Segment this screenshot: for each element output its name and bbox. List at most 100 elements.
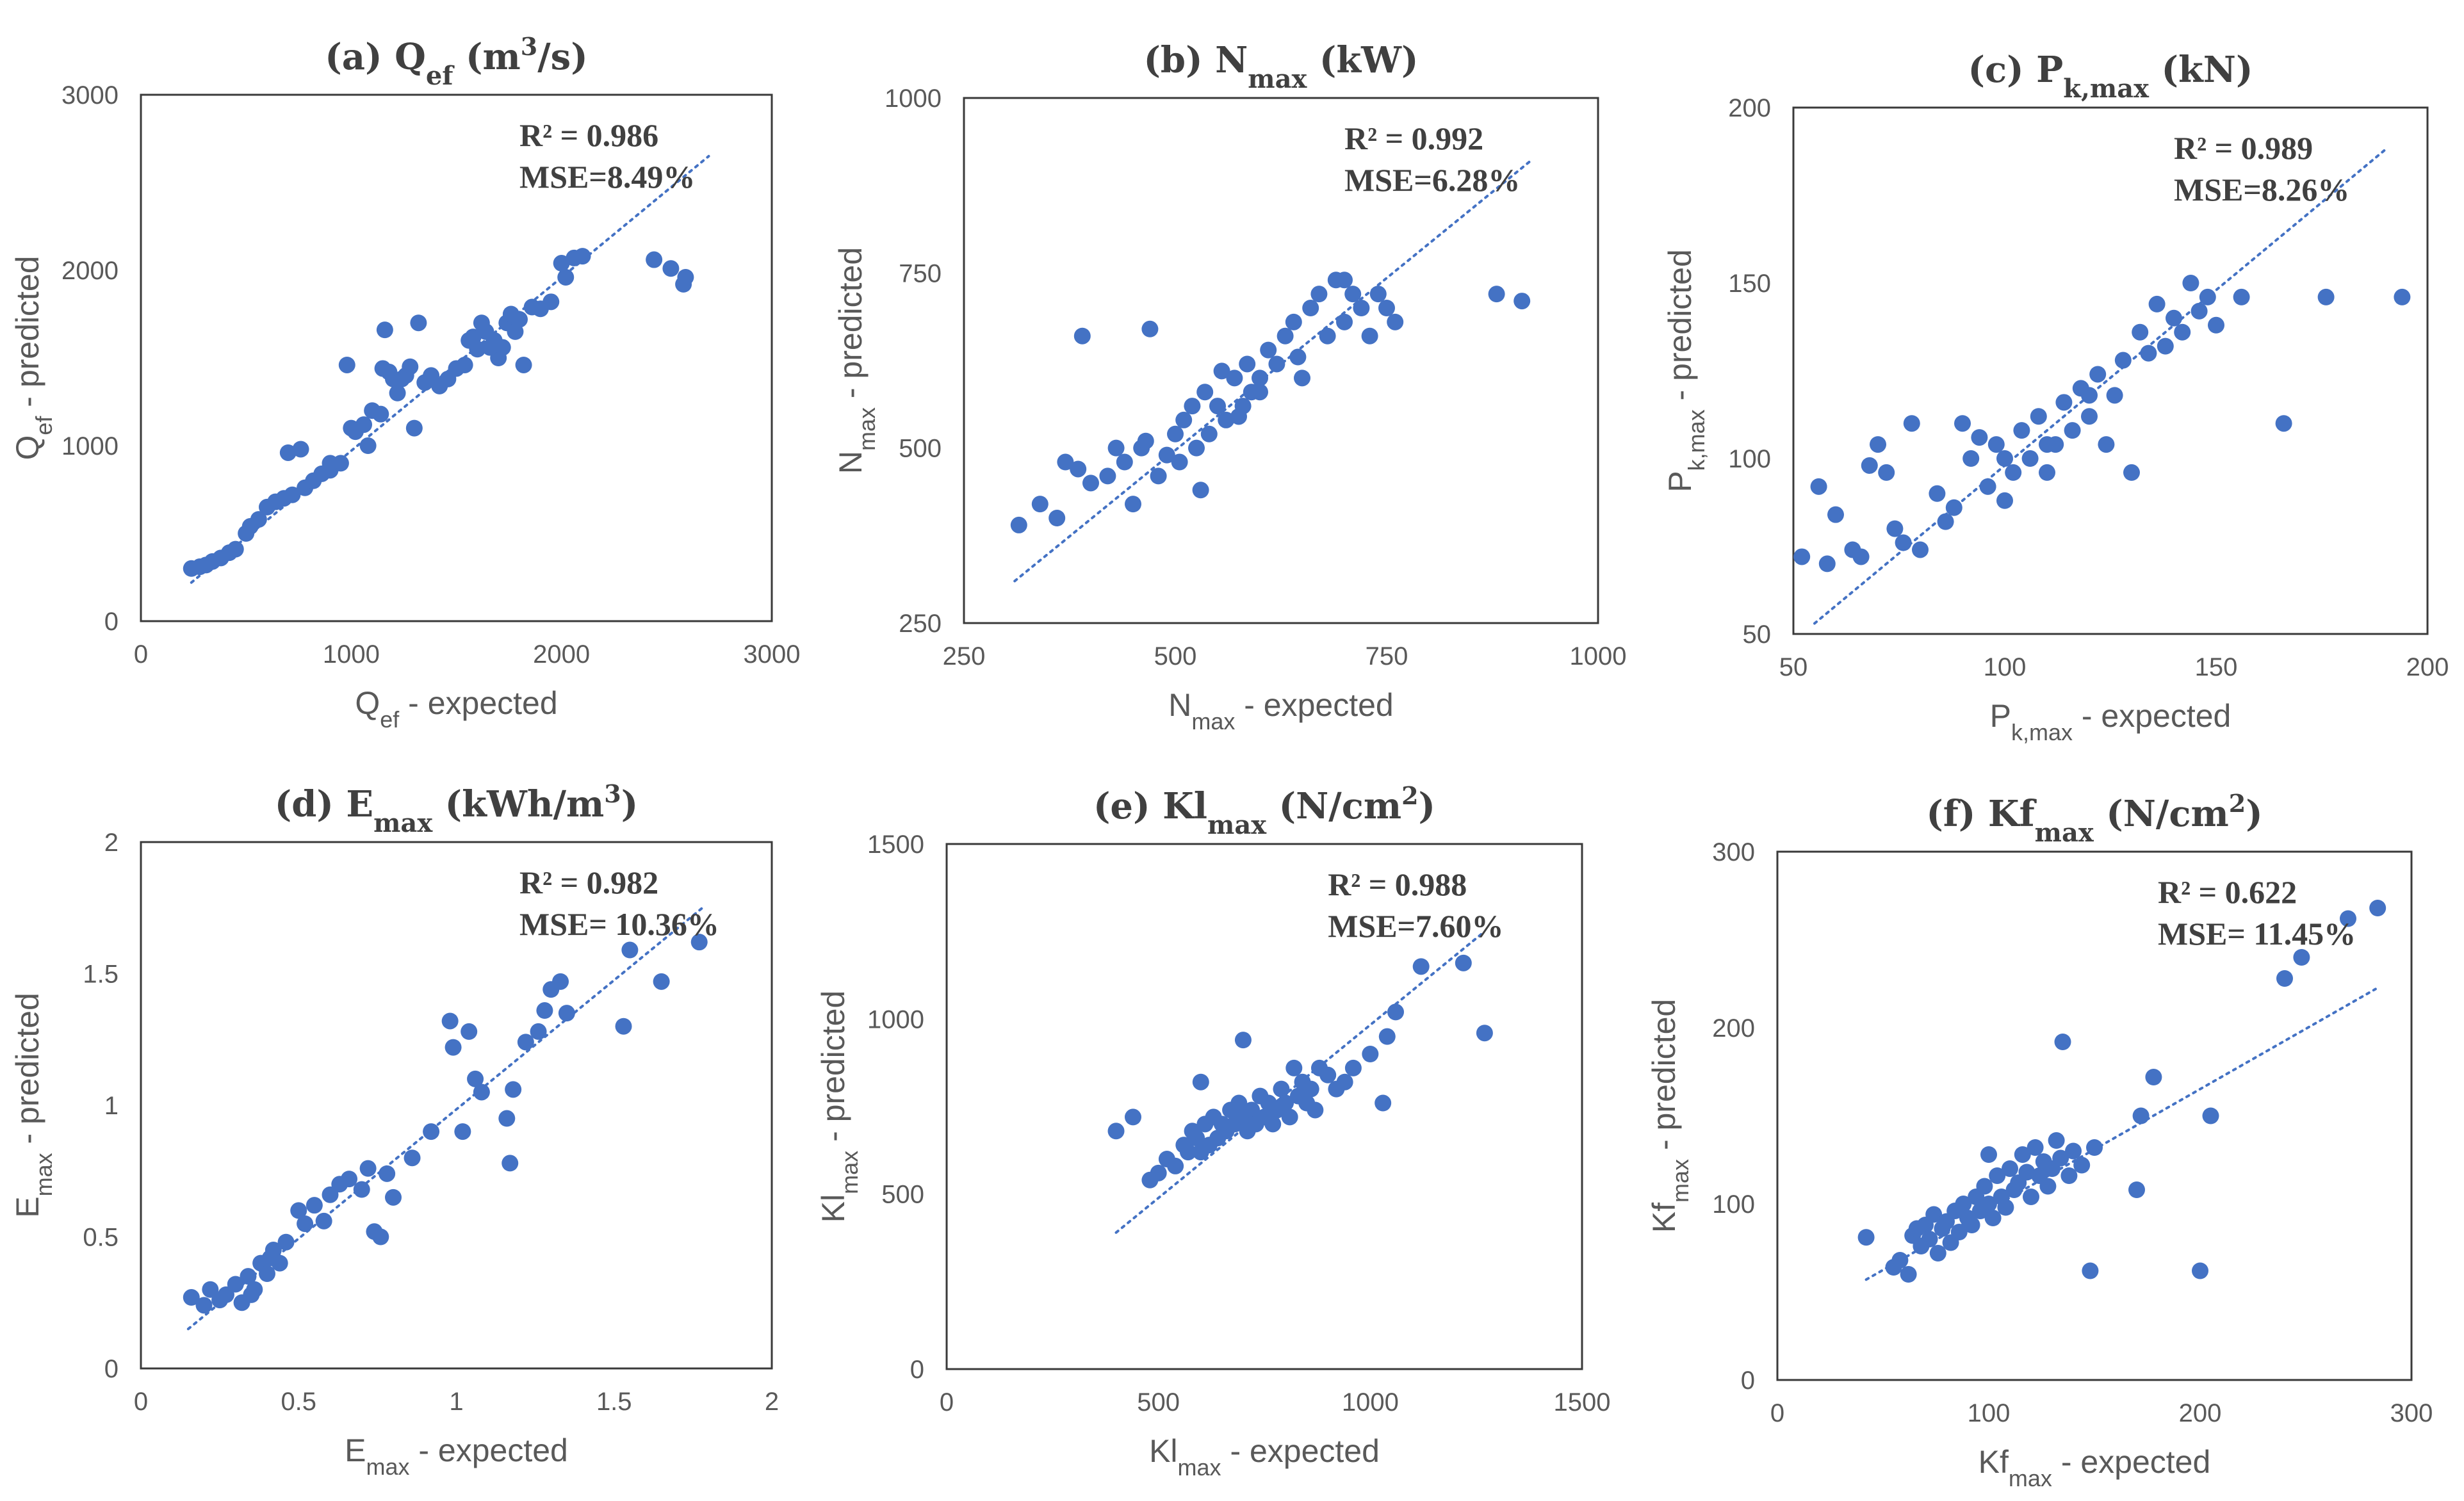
data-point [1353, 300, 1370, 316]
data-point [2027, 1139, 2044, 1156]
data-point [1912, 541, 1929, 558]
y-tick-label: 0.5 [83, 1224, 118, 1252]
y-tick-label: 2 [104, 829, 118, 857]
data-point [1971, 429, 1988, 446]
data-point [1302, 1080, 1319, 1098]
chart-title: (c) Pk,max (kN) [1968, 49, 2253, 104]
data-point [405, 419, 423, 437]
data-point [574, 248, 591, 265]
data-point [2055, 394, 2073, 411]
data-point [1218, 411, 1235, 428]
data-point [517, 1034, 534, 1051]
data-point [1175, 411, 1193, 428]
data-point [1827, 506, 1844, 523]
x-tick-label: 150 [2195, 653, 2238, 681]
data-point [2128, 1181, 2145, 1198]
data-point [2191, 302, 2208, 320]
data-point [1793, 548, 1811, 565]
data-point [1150, 467, 1167, 485]
data-point [1107, 1123, 1125, 1140]
r-squared-label: R² = 0.986 [519, 117, 658, 153]
y-tick-label: 1000 [885, 85, 942, 113]
data-point [1921, 1231, 1938, 1247]
chart-title: (b) Nmax (kW) [1143, 39, 1418, 94]
data-point [1336, 313, 1353, 330]
y-axis-label: Nmax - predicted [833, 247, 880, 474]
x-tick-label: 200 [2406, 653, 2449, 681]
data-point [1252, 384, 1268, 401]
data-point [306, 1197, 323, 1214]
data-point [1818, 555, 1836, 572]
x-tick-label: 500 [1137, 1388, 1180, 1416]
data-point [1031, 496, 1048, 513]
data-point [2208, 316, 2224, 334]
data-point [353, 1181, 370, 1198]
data-point [502, 1155, 519, 1172]
y-tick-label: 1.5 [83, 961, 118, 989]
data-point [1302, 300, 1319, 316]
data-point [615, 1018, 632, 1035]
data-point [2293, 949, 2310, 966]
data-point [1226, 369, 1243, 387]
data-point [1188, 439, 1205, 457]
data-point [2039, 1178, 2057, 1195]
data-point [1234, 1032, 1252, 1049]
data-point [277, 1233, 295, 1251]
data-point [1857, 1229, 1875, 1246]
y-tick-label: 3000 [61, 81, 118, 110]
data-point [341, 1171, 358, 1188]
plot-frame [140, 841, 773, 1370]
x-tick-label: 1.5 [596, 1388, 632, 1416]
data-point [1252, 369, 1268, 387]
data-point [1070, 460, 1087, 478]
data-point [2233, 288, 2250, 305]
data-point [1196, 384, 1214, 401]
mse-label: MSE=8.26% [2174, 172, 2349, 207]
data-point [1188, 1130, 1205, 1147]
data-point [515, 356, 532, 373]
data-point [1903, 415, 1920, 432]
data-point [1997, 1199, 2014, 1216]
data-point [2052, 1149, 2069, 1167]
y-tick-label: 2000 [61, 257, 118, 285]
data-point [482, 339, 499, 356]
data-point [1268, 355, 1285, 373]
data-point [1900, 1266, 1917, 1283]
data-point [662, 260, 680, 277]
data-point [1369, 286, 1387, 303]
data-point [445, 1039, 462, 1056]
data-point [2065, 1142, 2082, 1160]
data-point [227, 540, 244, 558]
data-point [1852, 548, 1870, 565]
data-point [1137, 432, 1154, 450]
data-point [2106, 387, 2123, 404]
data-point [530, 1023, 547, 1040]
y-tick-label: 250 [899, 610, 942, 638]
data-point [2140, 345, 2157, 362]
data-point [2394, 288, 2411, 305]
panel-c: (c) Pk,max (kN) 50 100 150 200 50 100 150 200 Pk,… [1662, 49, 2449, 745]
data-point [1945, 499, 1962, 516]
data-point [2021, 450, 2039, 467]
panel-a: (a) Qef (m3/s) 0 1000 2000 3000 0 1000 2000 3000… [10, 32, 800, 733]
data-point [2089, 366, 2107, 383]
data-point [1179, 1144, 1196, 1161]
y-tick-label: 50 [1743, 621, 1772, 649]
data-point [315, 1212, 332, 1229]
data-point [240, 1268, 257, 1285]
data-point [1171, 453, 1188, 471]
y-axis-label: Qef - predicted [10, 256, 57, 460]
data-point [2002, 1160, 2018, 1177]
data-point [372, 1228, 389, 1245]
data-point [1488, 286, 1505, 303]
x-tick-label: 1000 [323, 640, 380, 669]
data-point [1979, 478, 1996, 495]
y-tick-label: 500 [899, 435, 942, 463]
x-tick-label: 1 [449, 1388, 463, 1416]
data-point [456, 356, 473, 373]
data-point [1937, 513, 1954, 530]
data-point [2098, 436, 2115, 453]
data-point [1861, 457, 1878, 474]
y-tick-label: 150 [1728, 270, 1771, 298]
data-point [511, 311, 528, 328]
